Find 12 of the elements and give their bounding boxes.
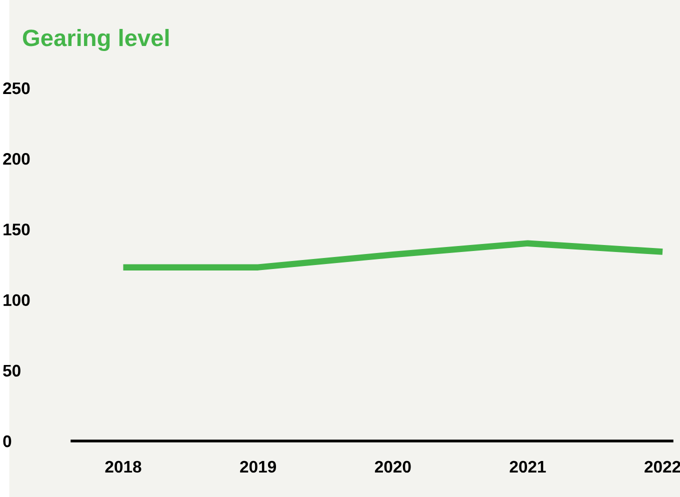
y-tick-label: 100 [4,294,30,306]
y-tick-label: 0 [3,435,12,448]
x-tick-label: 2018 [105,460,142,473]
x-tick-label: 2020 [374,460,411,473]
chart-title: Gearing level [22,28,169,52]
y-tick-label: 200 [3,153,30,165]
x-tick-label: 2022 [644,460,680,473]
y-tick-label: 150 [4,224,30,236]
x-tick-label: 2019 [240,460,276,473]
y-tick-label: 250 [3,82,30,94]
y-tick-label: 50 [3,364,20,377]
x-tick-label: 2021 [510,460,546,473]
